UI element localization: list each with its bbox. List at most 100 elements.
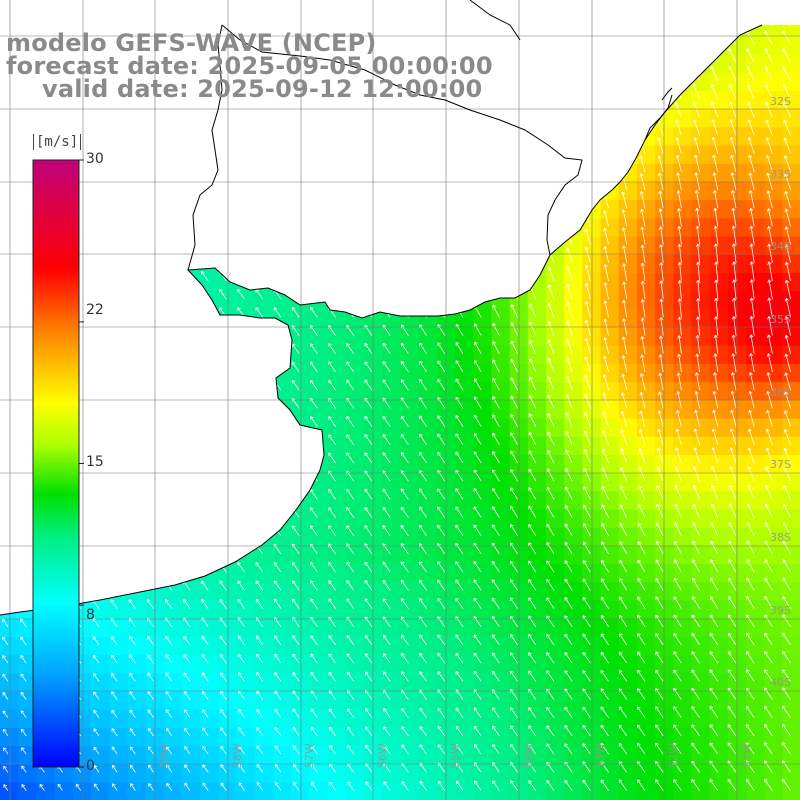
wind-cell [473,546,492,565]
wind-cell [254,709,274,729]
wind-cell [728,109,747,128]
wind-cell [728,473,747,492]
wind-cell [709,600,729,620]
wind-arrow [747,119,755,136]
wind-cell [200,709,219,729]
wind-arrow [419,360,427,373]
wind-cell [527,436,547,456]
wind-cell [637,637,656,656]
wind-cell [473,618,492,638]
wind-arrow [675,119,682,136]
wind-arrow [584,283,591,300]
wind-cell [382,455,401,474]
wind-arrow [621,355,628,373]
wind-cell [709,91,729,110]
wind-arrow [749,243,755,263]
wind-cell [546,655,565,674]
wind-cell [782,309,800,329]
wind-cell [291,637,310,656]
wind-arrow [784,353,791,373]
wind-arrow [729,119,737,136]
wind-cell [764,691,784,711]
wind-cell [728,782,747,800]
wind-cell [491,655,511,674]
wind-cell [673,163,693,183]
wind-cell [364,546,383,565]
wind-cell [182,655,201,674]
wind-cell [546,455,565,474]
wind-cell [455,436,474,456]
wind-arrow [767,243,773,263]
wind-cell [782,582,800,602]
wind-cell [163,655,183,674]
wind-cell [618,709,638,729]
wind-cell [673,382,693,401]
wind-cell [91,637,110,656]
wind-cell [400,600,420,620]
wind-cell [291,728,310,747]
wind-arrow [676,172,682,191]
wind-cell [182,582,201,602]
wind-cell [782,200,800,219]
wind-cell [546,546,565,565]
wind-cell [782,109,800,128]
wind-cell [491,455,511,474]
wind-cell [764,327,784,347]
wind-arrow [764,84,773,100]
wind-cell [691,746,711,765]
wind-cell [728,309,747,329]
wind-cell [254,655,274,674]
wind-arrow [621,336,628,354]
wind-cell [527,527,547,547]
wind-cell [127,709,147,729]
wind-cell [200,582,219,602]
wind-cell [200,728,219,747]
wind-cell [637,782,656,800]
wind-cell [400,564,420,583]
wind-cell [691,254,711,274]
wind-cell [345,327,365,347]
wind-cell [91,782,110,800]
wind-arrow [364,361,373,373]
wind-cell [327,655,347,674]
wind-cell [546,418,565,438]
wind-cell [345,400,365,420]
wind-cell [782,509,800,529]
wind-cell [254,691,274,711]
wind-arrow [766,208,773,227]
wind-arrow [782,30,791,45]
wind-cell [637,600,656,620]
wind-cell [709,109,729,128]
wind-cell [527,618,547,638]
wind-cell [618,746,638,765]
wind-cell [455,728,474,747]
wind-cell [618,345,638,365]
wind-cell [546,400,565,420]
wind-cell [455,746,474,765]
wind-cell [618,473,638,492]
wind-cell [782,782,800,800]
wind-cell [382,436,401,456]
wind-arrow [677,335,682,354]
wind-cell [691,509,711,529]
wind-cell [746,582,765,602]
wind-cell [600,436,620,456]
wind-cell [127,673,147,693]
wind-cell [400,436,420,456]
wind-cell [618,364,638,383]
wind-cell [600,637,620,656]
wind-cell [0,618,19,638]
wind-cell [327,327,347,347]
wind-arrow [584,319,591,336]
wind-cell [345,418,365,438]
wind-cell [782,709,800,729]
wind-cell [200,764,219,784]
wind-arrow [364,343,373,355]
wind-arrow [695,335,700,354]
wind-cell [709,473,729,492]
lat-label: 35S [770,313,791,326]
wind-cell [691,691,711,711]
wind-arrow [510,322,518,336]
wind-cell [782,637,800,656]
wind-arrow [677,353,682,373]
